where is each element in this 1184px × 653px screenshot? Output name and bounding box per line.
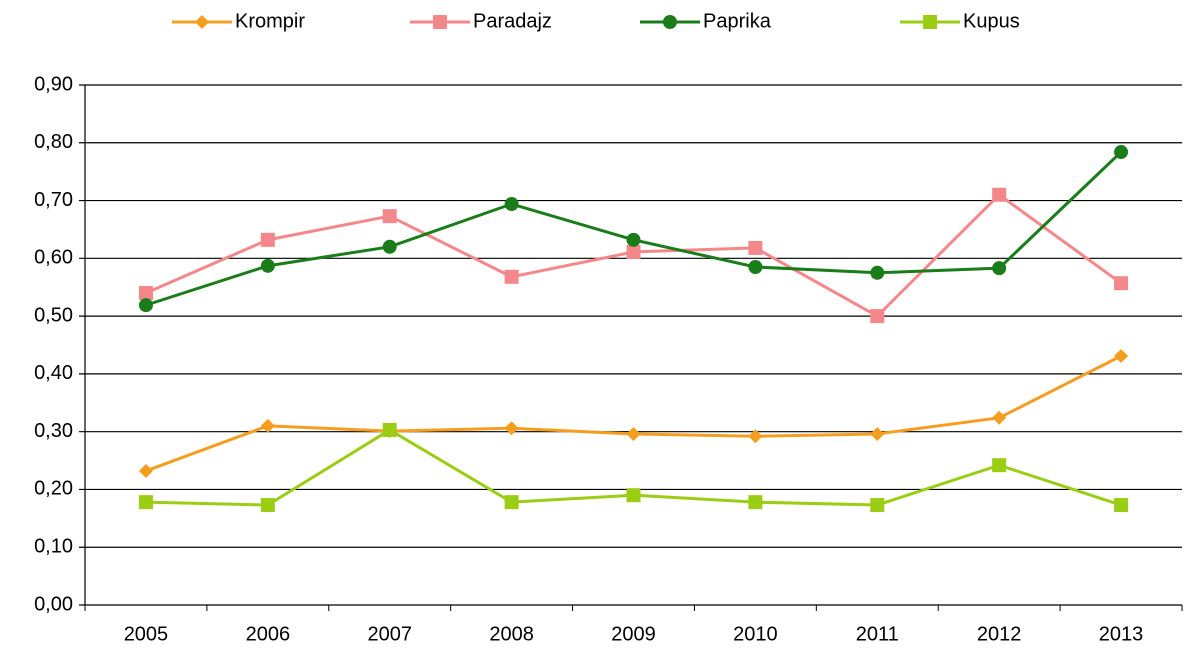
point [748,495,763,510]
point [870,265,885,280]
point [748,429,763,444]
legend-marker [663,15,677,29]
point [138,495,153,510]
x-tick-label: 2008 [489,623,534,645]
point [260,498,275,513]
point [1114,145,1129,160]
x-tick-label: 2012 [977,623,1022,645]
y-tick-label: 0,60 [34,247,73,269]
point [748,260,763,274]
x-tick-label: 2005 [124,623,169,645]
x-tick-label: 2009 [611,623,656,645]
point [138,286,153,300]
series-line [145,150,1123,307]
legend-label: Krompir [235,10,305,32]
point [992,187,1007,202]
point [382,422,397,437]
legend-marker [195,15,209,29]
y-tick-label: 0,40 [34,362,73,384]
y-tick-label: 0,30 [34,420,73,442]
point [138,298,153,313]
point [992,410,1007,425]
point [382,209,397,224]
point [504,269,519,284]
point [260,258,275,273]
legend-marker [923,15,937,29]
legend-label: Kupus [963,10,1020,32]
y-tick-label: 0,80 [34,131,73,153]
y-tick-label: 0,50 [34,304,73,326]
point [260,418,275,433]
point [504,197,519,212]
legend-marker [433,15,447,29]
point [870,498,885,513]
point [504,421,519,436]
y-tick-label: 0,90 [34,73,73,95]
point [138,463,153,478]
point [626,244,641,259]
legend-label: Paradajz [473,10,552,32]
x-tick-label: 2013 [1099,623,1144,645]
point [1114,276,1129,291]
legend-label: Paprika [703,10,772,32]
point [260,232,275,247]
y-tick-label: 0,00 [34,593,73,615]
point [748,240,763,255]
point [504,495,519,510]
y-tick-label: 0,70 [34,189,73,211]
point [992,458,1007,473]
point [1114,498,1129,513]
point [1114,348,1129,363]
series-line [145,354,1122,473]
point [870,426,885,441]
point [870,309,885,324]
y-tick-label: 0,10 [34,536,73,558]
point [626,488,641,503]
x-tick-label: 2011 [856,623,899,645]
x-tick-label: 2006 [246,623,291,645]
x-tick-label: 2010 [733,623,778,645]
point [626,232,641,247]
y-tick-label: 0,20 [34,478,73,500]
point [382,239,397,254]
x-tick-label: 2007 [367,623,412,645]
point [626,426,641,441]
point [992,261,1007,276]
